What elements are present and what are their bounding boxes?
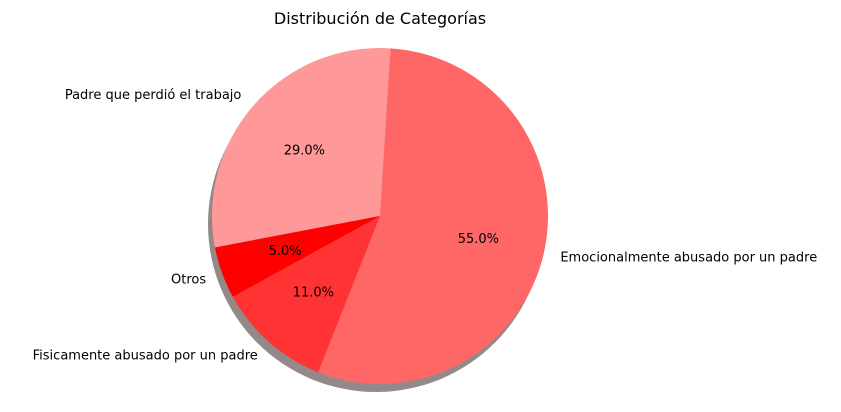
slice-percent-label: 11.0% (293, 286, 334, 301)
pie-slice (232, 216, 380, 373)
slice-category-label: Emocionalmente abusado por un padre (560, 250, 817, 265)
slice-percent-label: 55.0% (458, 232, 499, 247)
slice-percent-label: 29.0% (284, 143, 325, 158)
pie-slice (211, 47, 391, 248)
pie-labels: 55.0% Emocionalmente abusado por un padre… (33, 88, 818, 364)
chart-title: Distribución de Categorías (274, 9, 486, 28)
pie-slice (214, 216, 380, 297)
slice-category-label: Fisicamente abusado por un padre (33, 349, 258, 364)
pie-slices (211, 47, 548, 384)
pie-slice (318, 48, 548, 384)
slice-category-label: Otros (171, 273, 206, 288)
slice-category-label: Padre que perdió el trabajo (65, 88, 242, 103)
slice-percent-label: 5.0% (269, 244, 302, 259)
